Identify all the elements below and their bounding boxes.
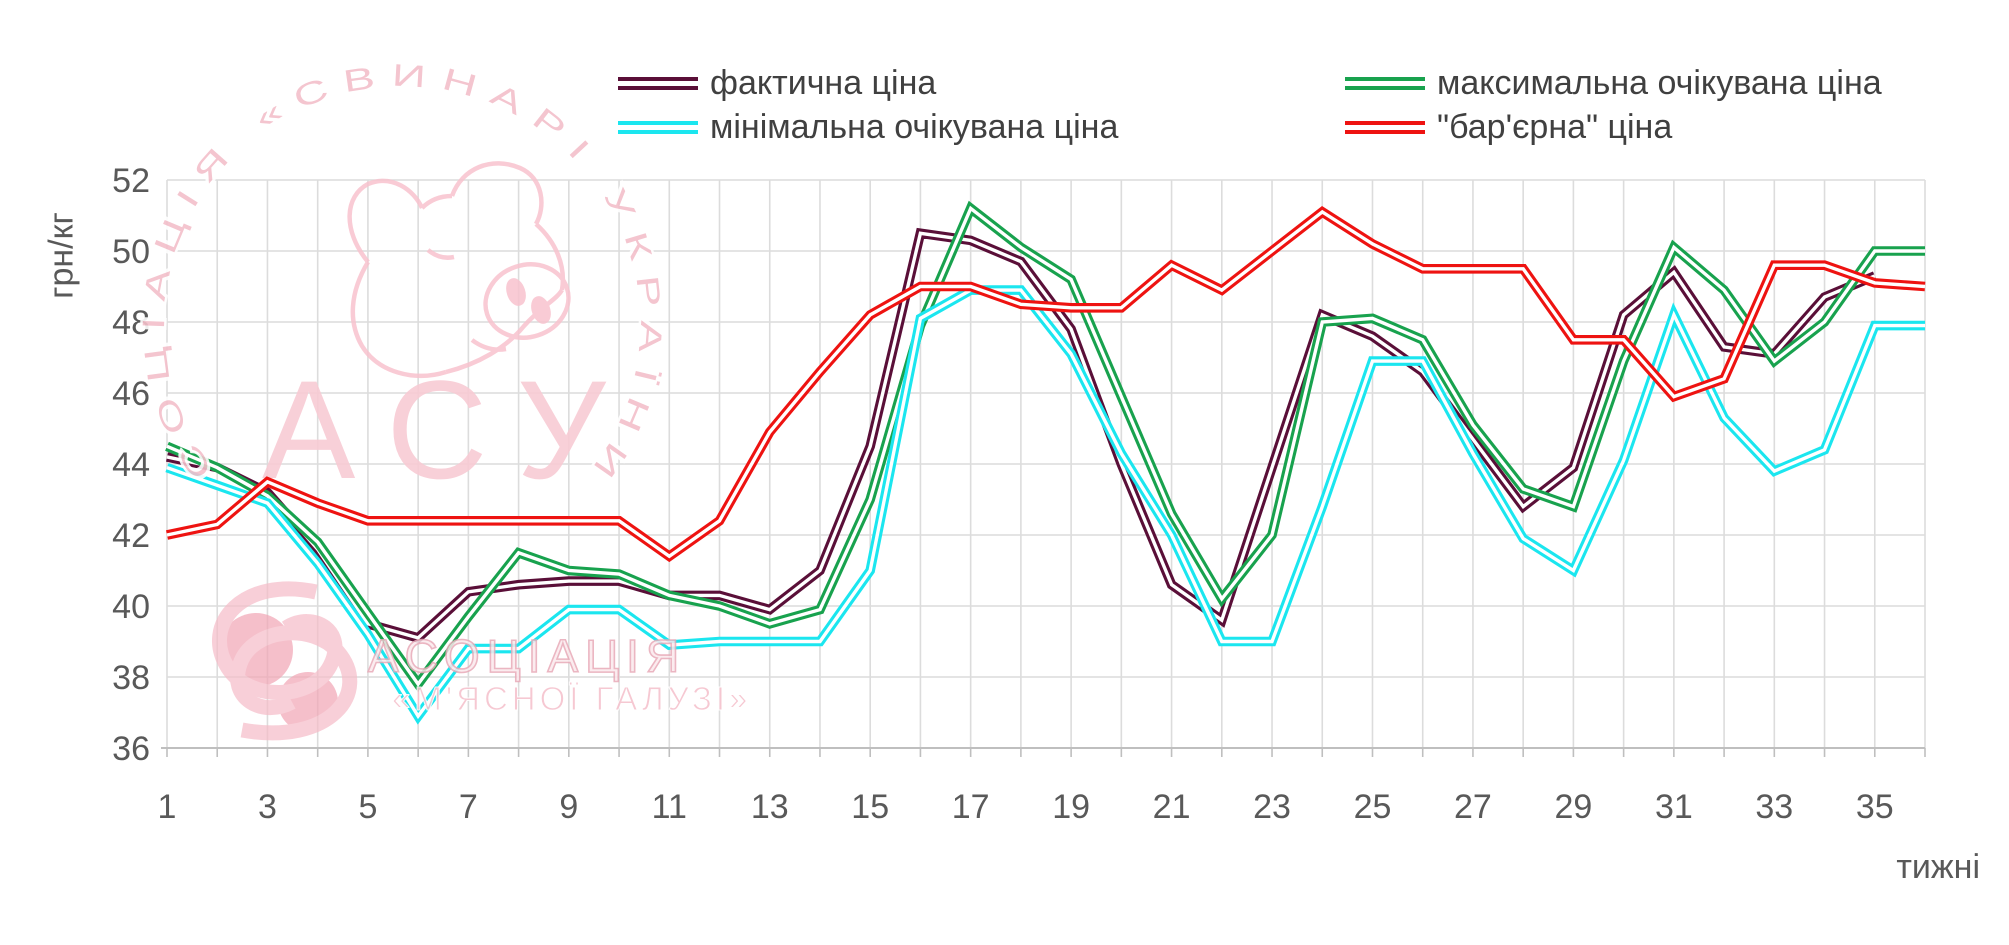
- legend-marker-minimalna-ochikuvana-icon: [618, 120, 698, 134]
- legend-label-maksymalna-ochikuvana: максимальна очікувана ціна: [1437, 63, 1882, 102]
- meat-association-logo-icon: [212, 581, 358, 741]
- axis-ticks-and-labels: 1 3 5 7 9 11 13 15 17 19 21 23 25 27 29 31 33 35363840424…: [112, 162, 1926, 826]
- chart-legend: фактична ціна максимальна очікувана ціна м…: [618, 62, 1882, 148]
- legend-label-minimalna-ochikuvana: мінімальна очікувана ціна: [710, 107, 1119, 146]
- watermark-assoc-title: АСОЦІАЦІЯ: [368, 630, 686, 682]
- x-tick-label: 5: [358, 788, 377, 826]
- legend-item-maksymalna-ochikuvana: максимальна очікувана ціна: [1345, 62, 1882, 104]
- x-tick-label: 13: [751, 788, 789, 826]
- x-axis-unit-label: тижні: [1896, 848, 1980, 886]
- legend-marker-baryerna-icon: [1345, 120, 1425, 134]
- series-minimalna-ochikuvana: [165, 285, 1925, 725]
- series-faktychna: [165, 227, 1877, 644]
- series-baryerna-core: [166, 209, 1926, 559]
- watermark-acronym: АСУ: [262, 351, 640, 508]
- legend-marker-maksymalna-ochikuvana-icon: [1345, 76, 1425, 90]
- y-tick-label: 40: [112, 588, 150, 626]
- x-tick-label: 3: [258, 788, 277, 826]
- y-tick-label: 44: [112, 446, 150, 484]
- legend-item-faktychna: фактична ціна: [618, 62, 1345, 104]
- x-tick-label: 33: [1755, 788, 1793, 826]
- y-tick-label: 36: [112, 730, 150, 768]
- x-tick-label: 29: [1554, 788, 1592, 826]
- x-tick-label: 11: [652, 788, 687, 826]
- x-tick-label: 27: [1454, 788, 1492, 826]
- x-tick-label: 15: [851, 788, 889, 826]
- grid-lines: [166, 179, 1926, 749]
- x-tick-label: 31: [1655, 788, 1693, 826]
- x-tick-label: 9: [559, 788, 578, 826]
- y-tick-label: 52: [112, 162, 150, 200]
- series-baryerna: [166, 206, 1926, 563]
- x-tick-label: 25: [1354, 788, 1392, 826]
- y-tick-label: 48: [112, 304, 150, 342]
- data-series: [165, 200, 1926, 725]
- x-tick-label: 7: [459, 788, 478, 826]
- legend-label-faktychna: фактична ціна: [710, 63, 937, 102]
- x-tick-label: 19: [1052, 788, 1090, 826]
- x-tick-label: 1: [158, 788, 177, 826]
- series-faktychna-core: [166, 231, 1876, 640]
- series-minimalna-ochikuvana-core: [166, 288, 1925, 720]
- x-tick-label: 23: [1253, 788, 1291, 826]
- y-tick-label: 38: [112, 659, 150, 697]
- legend-item-baryerna: "бар'єрна" ціна: [1345, 106, 1882, 148]
- x-tick-label: 21: [1153, 788, 1191, 826]
- watermark-under: АСУ: [212, 161, 640, 741]
- y-axis-unit-label: грн/кг: [42, 212, 81, 299]
- y-tick-label: 46: [112, 375, 150, 413]
- x-tick-label: 17: [952, 788, 990, 826]
- pig-logo-icon: [347, 161, 571, 379]
- x-tick-label: 35: [1856, 788, 1894, 826]
- legend-marker-faktychna-icon: [618, 76, 698, 90]
- watermark-assoc-subtitle: «М'ЯСНОЇ ГАЛУЗІ»: [392, 680, 751, 717]
- legend-label-baryerna: "бар'єрна" ціна: [1437, 107, 1673, 146]
- y-tick-label: 50: [112, 233, 150, 271]
- legend-item-minimalna-ochikuvana: мінімальна очікувана ціна: [618, 106, 1345, 148]
- y-tick-label: 42: [112, 517, 150, 555]
